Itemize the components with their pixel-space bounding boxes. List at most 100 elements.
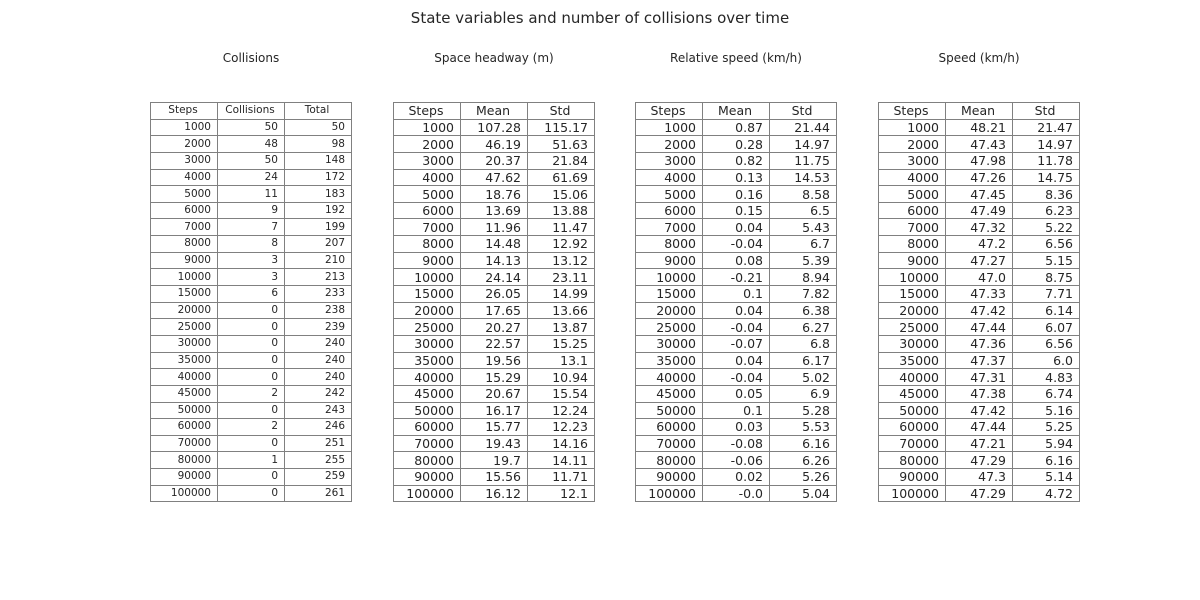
table-cell: 0.16 [702, 185, 770, 203]
table-row: 10000 47.0 8.75 [878, 268, 1080, 287]
table-row: 20000 0.04 6.38 [635, 301, 837, 320]
table-cell: 13.66 [527, 301, 595, 320]
table-cell: 8.75 [1012, 268, 1080, 287]
table-cell: 90000 [150, 468, 218, 486]
table-row: 25000 47.44 6.07 [878, 318, 1080, 336]
table-cell: 5.16 [1012, 401, 1080, 420]
table-row: 6000 47.49 6.23 [878, 201, 1080, 220]
table-row: 30000 47.36 6.56 [878, 334, 1080, 353]
table-cell: 213 [284, 268, 352, 287]
column-header: Steps [393, 102, 461, 120]
table-row: 50000 0 243 [150, 401, 352, 420]
table-cell: 0.15 [702, 201, 770, 220]
table-cell: 4.83 [1012, 368, 1080, 386]
table-row: 70000 -0.08 6.16 [635, 434, 837, 453]
table-cell: 7000 [878, 218, 946, 237]
table-cell: 18.76 [460, 185, 528, 203]
table-row: 60000 47.44 5.25 [878, 418, 1080, 436]
table-cell: 1000 [393, 118, 461, 137]
table-cell: 0 [217, 484, 285, 503]
table-cell: 70000 [393, 434, 461, 453]
table-cell: 15.06 [527, 185, 595, 203]
table-row: 70000 0 251 [150, 434, 352, 453]
table-row: 20000 17.65 13.66 [393, 301, 595, 320]
table-cell: 9000 [878, 251, 946, 270]
table-cell: 5.26 [769, 468, 837, 486]
table-cell: 10.94 [527, 368, 595, 386]
table-row: 7000 7 199 [150, 218, 352, 237]
table-cell: 5000 [878, 185, 946, 203]
table-cell: -0.08 [702, 434, 770, 453]
table-row: 6000 9 192 [150, 201, 352, 220]
table-cell: 2000 [393, 135, 461, 153]
table-cell: 6.14 [1012, 301, 1080, 320]
table-cell: 7 [217, 218, 285, 237]
table-cell: 14.16 [527, 434, 595, 453]
table-row: 5000 11 183 [150, 185, 352, 203]
table-row: 4000 0.13 14.53 [635, 168, 837, 187]
table-cell: 5.15 [1012, 251, 1080, 270]
table-cell: 0 [217, 318, 285, 336]
column-header: Collisions [217, 102, 285, 120]
table-cell: 12.92 [527, 235, 595, 253]
table-cell: 46.19 [460, 135, 528, 153]
table-cell: -0.04 [702, 235, 770, 253]
table-row: 8000 47.2 6.56 [878, 235, 1080, 253]
table-header-row: Steps Mean Std [878, 102, 1080, 120]
table-cell: 5.94 [1012, 434, 1080, 453]
table-cell: 25000 [150, 318, 218, 336]
table-cell: 6.9 [769, 384, 837, 403]
table-cell: 7000 [393, 218, 461, 237]
table-row: 9000 14.13 13.12 [393, 251, 595, 270]
table-cell: 242 [284, 384, 352, 403]
table-cell: 24 [217, 168, 285, 187]
table-cell: 0.87 [702, 118, 770, 137]
table-cell: 9 [217, 201, 285, 220]
table-header-row: Steps Collisions Total [150, 102, 352, 120]
table-cell: 10000 [878, 268, 946, 287]
table-cell: 35000 [150, 351, 218, 370]
table-row: 7000 11.96 11.47 [393, 218, 595, 237]
table-cell: 0 [217, 468, 285, 486]
table-cell: 98 [284, 135, 352, 153]
table-cell: 100000 [393, 484, 461, 503]
table-cell: 17.65 [460, 301, 528, 320]
table-cell: 210 [284, 251, 352, 270]
table-cell: 0.02 [702, 468, 770, 486]
table-row: 8000 8 207 [150, 235, 352, 253]
table-cell: 0 [217, 368, 285, 386]
column-header: Steps [150, 102, 218, 120]
table-row: 60000 0.03 5.53 [635, 418, 837, 436]
table-cell: 1000 [878, 118, 946, 137]
table-cell: 2000 [150, 135, 218, 153]
table-row: 90000 0 259 [150, 468, 352, 486]
table-cell: 80000 [635, 451, 703, 470]
table-cell: 40000 [635, 368, 703, 386]
table-cell: 21.84 [527, 151, 595, 170]
table-cell: 50000 [635, 401, 703, 420]
table-cell: 5.04 [769, 484, 837, 503]
table-row: 90000 0.02 5.26 [635, 468, 837, 486]
table-cell: 100000 [150, 484, 218, 503]
table-cell: 15.77 [460, 418, 528, 436]
table-cell: 5000 [635, 185, 703, 203]
table-cell: 8000 [878, 235, 946, 253]
table-row: 30000 -0.07 6.8 [635, 334, 837, 353]
table-cell: 5.39 [769, 251, 837, 270]
table-cell: 14.48 [460, 235, 528, 253]
table-cell: 6.17 [769, 351, 837, 370]
table-cell: -0.0 [702, 484, 770, 503]
table-cell: 5000 [393, 185, 461, 203]
table-cell: 6000 [878, 201, 946, 220]
table-cell: 47.3 [945, 468, 1013, 486]
table-cell: 6.26 [769, 451, 837, 470]
table-cell: 25000 [393, 318, 461, 336]
table-cell: 0.08 [702, 251, 770, 270]
table-row: 3000 50 148 [150, 151, 352, 170]
table-cell: 80000 [393, 451, 461, 470]
table-cell: 11.78 [1012, 151, 1080, 170]
table-cell: 6000 [393, 201, 461, 220]
table-cell: 10000 [393, 268, 461, 287]
table-cell: 50 [217, 118, 285, 137]
table-row: 7000 47.32 5.22 [878, 218, 1080, 237]
